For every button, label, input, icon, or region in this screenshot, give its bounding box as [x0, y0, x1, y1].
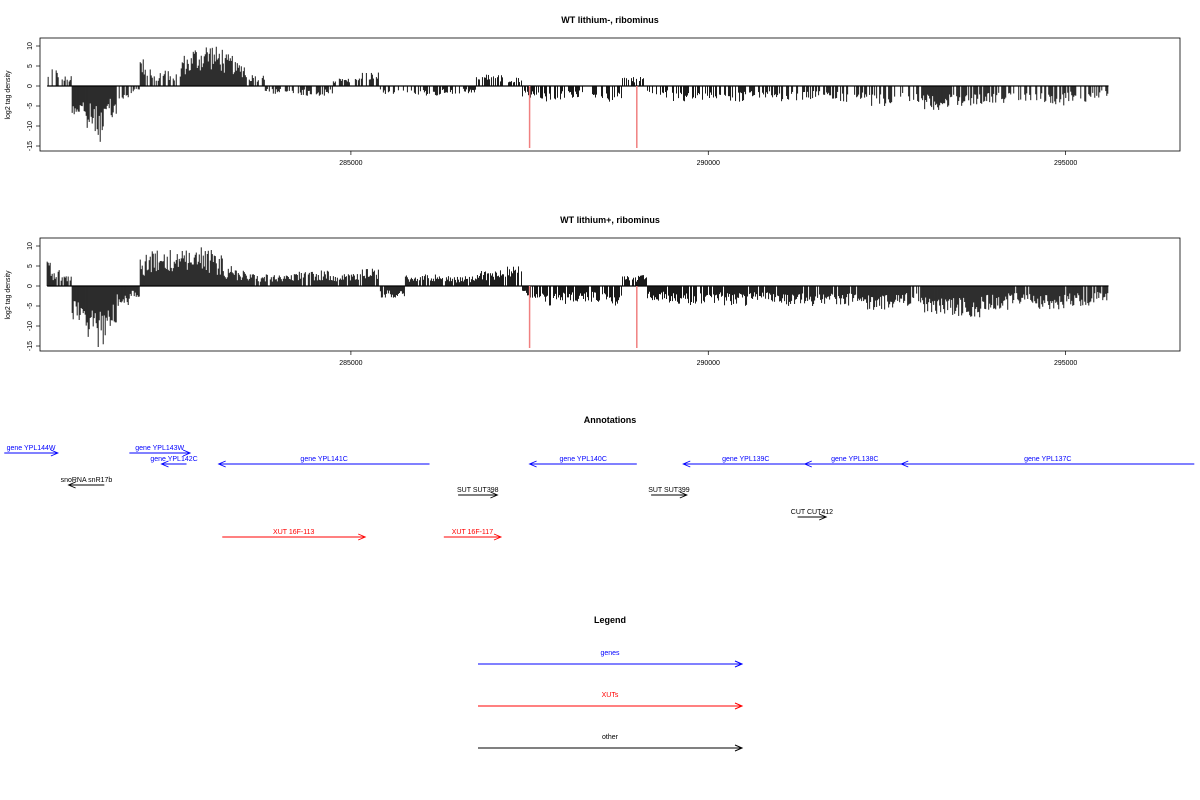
feature-label: gene YPL139C [722, 456, 769, 463]
legend-label: XUTs [602, 692, 619, 699]
annotation-feature: gene YPL140C [528, 456, 637, 468]
x-tick-label: 295000 [1054, 360, 1077, 367]
feature-label: CUT CUT412 [791, 509, 833, 516]
annotations-title: Annotations [584, 415, 637, 425]
panel-1-bars [47, 46, 1109, 142]
feature-label: XUT 16F-113 [273, 529, 314, 536]
annotation-feature: XUT 16F-117 [443, 529, 503, 541]
y-tick-label: 5 [27, 64, 34, 68]
arrow-head-icon [358, 533, 367, 541]
arrow-head-icon [50, 449, 60, 457]
annotation-feature: gene YPL142C [150, 456, 198, 468]
arrow-head-icon [900, 460, 909, 468]
arrow-head-icon [734, 702, 744, 710]
y-tick-label: 0 [27, 84, 34, 88]
legend-label: other [602, 734, 619, 741]
legend-entry: XUTs [478, 692, 744, 710]
feature-label: gene YPL138C [831, 456, 878, 463]
y-tick-label: 5 [27, 264, 34, 268]
annotation-feature: gene YPL144W [4, 445, 60, 457]
arrow-head-icon [217, 460, 226, 468]
feature-label: gene YPL141C [300, 456, 347, 463]
panel-2-frame [39, 237, 1181, 352]
panel-1-ylabel: log2 tag density [5, 70, 12, 120]
feature-label: snoRNA snR17b [61, 477, 113, 484]
annotation-feature: SUT SUT398 [457, 487, 499, 499]
annotation-feature: snoRNA snR17b [61, 477, 113, 489]
y-tick-label: 10 [27, 42, 34, 50]
arrow-head-icon [734, 660, 744, 668]
annotations-track: gene YPL144W gene YPL143W gene YPL142C gene… [4, 445, 1195, 541]
arrow-head-icon [490, 491, 499, 499]
arrow-head-icon [528, 460, 537, 468]
arrow-head-icon [819, 513, 828, 521]
arrow-head-icon [182, 449, 192, 457]
feature-label: SUT SUT398 [457, 487, 499, 494]
annotation-feature: SUT SUT399 [648, 487, 690, 499]
panel-1-y-axis: 10 5 0 -5 -10 -15 [27, 42, 40, 151]
panel-1-x-axis: 285000 290000 295000 [339, 151, 1077, 167]
panel-lithium-minus: WT lithium-, ribominus log2 tag density … [5, 15, 1181, 167]
panel-2-x-axis: 285000 290000 295000 [339, 351, 1077, 367]
x-tick-label: 290000 [697, 160, 720, 167]
annotation-feature: gene YPL141C [217, 456, 430, 468]
y-tick-label: -10 [27, 121, 34, 131]
y-tick-label: -15 [27, 341, 34, 351]
panel-1-title: WT lithium-, ribominus [561, 15, 659, 25]
annotation-feature: gene YPL138C [803, 456, 905, 468]
annotation-feature: gene YPL143W [129, 445, 192, 457]
arrow-head-icon [160, 460, 169, 468]
panel-lithium-plus: WT lithium+, ribominus log2 tag density … [5, 215, 1181, 367]
feature-label: gene YPL144W [7, 445, 56, 452]
y-tick-label: -5 [27, 103, 34, 109]
arrow-head-icon [679, 491, 688, 499]
feature-label: XUT 16F-117 [452, 529, 493, 536]
y-tick-label: 10 [27, 242, 34, 250]
feature-label: gene YPL142C [150, 456, 197, 463]
annotation-feature: CUT CUT412 [791, 509, 833, 521]
arrow-head-icon [803, 460, 812, 468]
panel-2-ylabel: log2 tag density [5, 270, 12, 320]
annotation-feature: gene YPL137C [900, 456, 1195, 468]
legend-entry: other [478, 734, 744, 752]
legend-title: Legend [594, 615, 626, 625]
feature-label: SUT SUT399 [648, 487, 690, 494]
y-tick-label: 0 [27, 284, 34, 288]
panel-2-markers [528, 286, 638, 348]
feature-label: gene YPL137C [1024, 456, 1071, 463]
y-tick-label: -10 [27, 321, 34, 331]
arrow-head-icon [67, 481, 76, 489]
x-tick-label: 295000 [1054, 160, 1077, 167]
x-tick-label: 290000 [697, 360, 720, 367]
feature-label: gene YPL143W [135, 445, 184, 452]
legend: genes XUTs other [478, 650, 744, 752]
feature-label: gene YPL140C [560, 456, 607, 463]
arrow-head-icon [493, 533, 503, 541]
panel-2-bars [46, 247, 1109, 347]
x-tick-label: 285000 [339, 160, 362, 167]
legend-label: genes [600, 650, 620, 657]
arrow-head-icon [734, 744, 744, 752]
panel-1-frame [39, 37, 1181, 152]
panel-2-y-axis: 10 5 0 -5 -10 -15 [27, 242, 40, 351]
arrow-head-icon [682, 460, 691, 468]
y-tick-label: -5 [27, 303, 34, 309]
panel-1-markers [528, 86, 638, 148]
x-tick-label: 285000 [339, 360, 362, 367]
panel-2-title: WT lithium+, ribominus [560, 215, 660, 225]
y-tick-label: -15 [27, 141, 34, 151]
annotation-feature: gene YPL139C [682, 456, 809, 468]
legend-entry: genes [478, 650, 744, 668]
annotation-feature: XUT 16F-113 [222, 529, 367, 541]
